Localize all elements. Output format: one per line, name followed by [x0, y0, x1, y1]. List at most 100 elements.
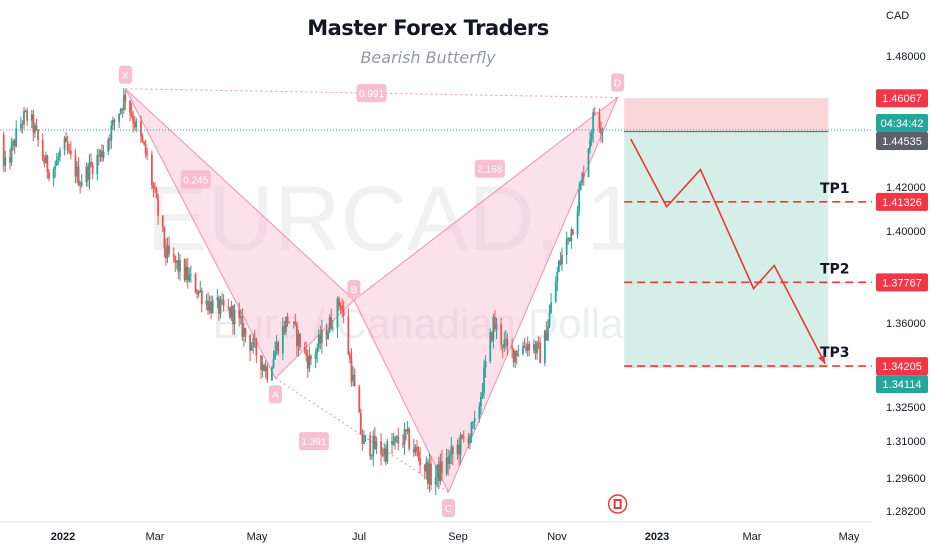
projected-path	[630, 138, 826, 365]
candle	[87, 163, 89, 187]
candle	[327, 327, 329, 341]
candle	[77, 157, 80, 187]
candle	[537, 336, 540, 350]
candle	[197, 290, 200, 298]
price-tag-tp: 1.41326	[876, 192, 928, 211]
candle	[175, 260, 178, 270]
pattern-triangle-xab	[124, 88, 355, 380]
svg-text:1.46067: 1.46067	[882, 93, 922, 105]
candle	[559, 252, 562, 267]
candle	[252, 333, 255, 354]
candle	[581, 171, 584, 186]
candle	[592, 108, 595, 143]
candle	[113, 118, 116, 131]
candle	[338, 296, 340, 311]
candle	[216, 289, 219, 309]
candle	[238, 302, 241, 327]
candle	[473, 410, 476, 431]
candle	[316, 343, 319, 364]
candle	[469, 433, 471, 450]
chart-subtitle: Bearish Butterfly	[360, 48, 496, 67]
candle	[172, 247, 175, 263]
candle	[439, 453, 442, 485]
candle	[286, 312, 289, 327]
pattern-point-d: D	[611, 73, 625, 92]
tp1-label: TP1	[820, 181, 850, 197]
price-tag-tp: 1.34205	[876, 357, 928, 376]
candle	[111, 116, 114, 131]
candle	[292, 321, 295, 329]
candle	[76, 160, 78, 184]
candle	[88, 154, 91, 190]
svg-text:0.245: 0.245	[183, 175, 208, 186]
candle	[179, 254, 181, 281]
candle	[342, 300, 345, 324]
candle	[436, 464, 439, 488]
candle	[550, 293, 552, 314]
candle	[533, 339, 535, 354]
candle	[305, 341, 308, 362]
x-tick-label: May	[839, 531, 860, 543]
candle	[515, 349, 518, 365]
candle	[359, 408, 362, 435]
pattern-point-a: A	[268, 385, 282, 404]
candle	[161, 215, 164, 232]
candle	[146, 148, 149, 161]
candle	[419, 447, 421, 474]
candle	[163, 226, 166, 258]
candle	[408, 426, 411, 452]
candle	[189, 265, 192, 283]
candle	[275, 334, 278, 356]
candle	[589, 130, 591, 154]
price-tag-countdown: 04:34:42	[876, 114, 928, 133]
svg-text:1.34205: 1.34205	[882, 361, 922, 373]
candle	[336, 296, 339, 339]
candle	[10, 137, 13, 167]
candle	[54, 160, 57, 178]
candle	[456, 439, 459, 460]
tp2-label: TP2	[820, 261, 850, 277]
candle	[107, 136, 110, 156]
candle	[140, 115, 142, 143]
x-tick-label: Nov	[547, 531, 567, 543]
candle	[207, 292, 209, 316]
candle	[43, 154, 46, 168]
candle	[350, 348, 353, 387]
candle	[593, 106, 596, 116]
candle	[372, 429, 375, 467]
candle	[395, 435, 398, 443]
candle	[579, 180, 582, 191]
candle	[130, 102, 133, 119]
candle	[512, 348, 515, 368]
candle	[461, 434, 464, 440]
candle	[330, 308, 333, 331]
candle	[361, 429, 364, 451]
candle	[600, 121, 602, 143]
candle	[232, 304, 234, 335]
candle	[434, 465, 437, 496]
candle	[459, 432, 462, 464]
candle	[9, 148, 11, 170]
candle	[299, 332, 301, 352]
candle	[26, 107, 29, 126]
candle	[397, 427, 400, 451]
candle	[306, 349, 309, 378]
canada-flag-icon[interactable]	[607, 494, 628, 514]
candle	[426, 458, 429, 489]
candle	[370, 454, 373, 460]
harmonic-pattern	[124, 88, 619, 494]
candle	[565, 231, 568, 265]
candle	[186, 258, 189, 289]
svg-text:2.168: 2.168	[477, 165, 502, 176]
candle	[412, 438, 415, 457]
candle	[598, 108, 601, 133]
candle	[12, 138, 15, 151]
candle	[244, 327, 247, 343]
price-tag-last: 1.34114	[876, 375, 928, 394]
candle	[428, 453, 431, 493]
candle	[68, 143, 71, 154]
candle	[264, 360, 267, 379]
candle	[211, 295, 214, 314]
candle	[74, 148, 77, 184]
